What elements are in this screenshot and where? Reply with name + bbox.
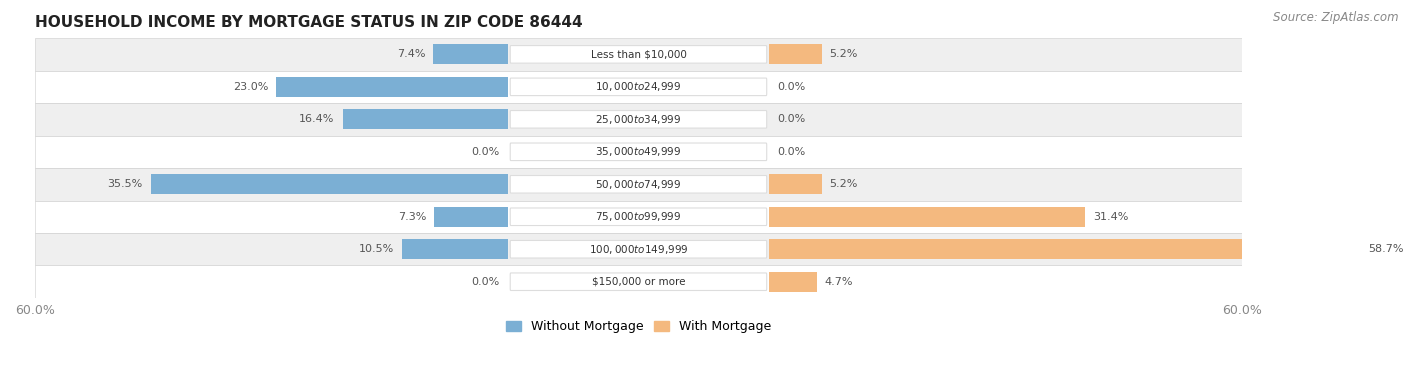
Text: Less than $10,000: Less than $10,000 <box>591 50 686 59</box>
Text: 0.0%: 0.0% <box>778 82 806 92</box>
Text: $150,000 or more: $150,000 or more <box>592 277 685 287</box>
Text: 58.7%: 58.7% <box>1368 244 1403 254</box>
Text: $10,000 to $24,999: $10,000 to $24,999 <box>595 81 682 93</box>
Text: 0.0%: 0.0% <box>471 277 499 287</box>
Bar <box>150 174 508 194</box>
FancyBboxPatch shape <box>510 273 766 290</box>
Text: $25,000 to $34,999: $25,000 to $34,999 <box>595 113 682 126</box>
Text: 23.0%: 23.0% <box>233 82 269 92</box>
FancyBboxPatch shape <box>510 143 766 161</box>
Bar <box>434 207 508 227</box>
FancyBboxPatch shape <box>510 78 766 96</box>
Legend: Without Mortgage, With Mortgage: Without Mortgage, With Mortgage <box>501 316 776 338</box>
Bar <box>769 239 1360 259</box>
Bar <box>769 272 817 292</box>
Bar <box>769 44 821 64</box>
Text: 4.7%: 4.7% <box>824 277 853 287</box>
Bar <box>769 207 1085 227</box>
FancyBboxPatch shape <box>510 240 766 258</box>
Bar <box>343 109 508 129</box>
Text: 35.5%: 35.5% <box>107 179 142 189</box>
Text: $100,000 to $149,999: $100,000 to $149,999 <box>589 243 688 256</box>
Text: 31.4%: 31.4% <box>1092 212 1129 222</box>
Bar <box>35 200 1241 233</box>
Text: 7.3%: 7.3% <box>398 212 426 222</box>
Bar <box>35 265 1241 298</box>
FancyBboxPatch shape <box>510 46 766 63</box>
Text: $35,000 to $49,999: $35,000 to $49,999 <box>595 145 682 158</box>
Text: 0.0%: 0.0% <box>778 114 806 124</box>
Bar <box>35 168 1241 200</box>
Bar <box>35 103 1241 136</box>
Text: 10.5%: 10.5% <box>359 244 394 254</box>
Text: 5.2%: 5.2% <box>830 179 858 189</box>
Bar <box>277 77 508 97</box>
FancyBboxPatch shape <box>510 175 766 193</box>
Text: $50,000 to $74,999: $50,000 to $74,999 <box>595 178 682 191</box>
Text: HOUSEHOLD INCOME BY MORTGAGE STATUS IN ZIP CODE 86444: HOUSEHOLD INCOME BY MORTGAGE STATUS IN Z… <box>35 15 582 30</box>
Text: $75,000 to $99,999: $75,000 to $99,999 <box>595 210 682 223</box>
Bar <box>769 174 821 194</box>
Text: Source: ZipAtlas.com: Source: ZipAtlas.com <box>1274 11 1399 24</box>
FancyBboxPatch shape <box>510 110 766 128</box>
Text: 7.4%: 7.4% <box>396 50 425 59</box>
Text: 16.4%: 16.4% <box>299 114 335 124</box>
Bar <box>35 38 1241 71</box>
Text: 0.0%: 0.0% <box>471 147 499 157</box>
Text: 5.2%: 5.2% <box>830 50 858 59</box>
Bar <box>35 233 1241 265</box>
Text: 0.0%: 0.0% <box>778 147 806 157</box>
Bar <box>402 239 508 259</box>
FancyBboxPatch shape <box>510 208 766 226</box>
Bar <box>35 136 1241 168</box>
Bar <box>433 44 508 64</box>
Bar <box>35 71 1241 103</box>
